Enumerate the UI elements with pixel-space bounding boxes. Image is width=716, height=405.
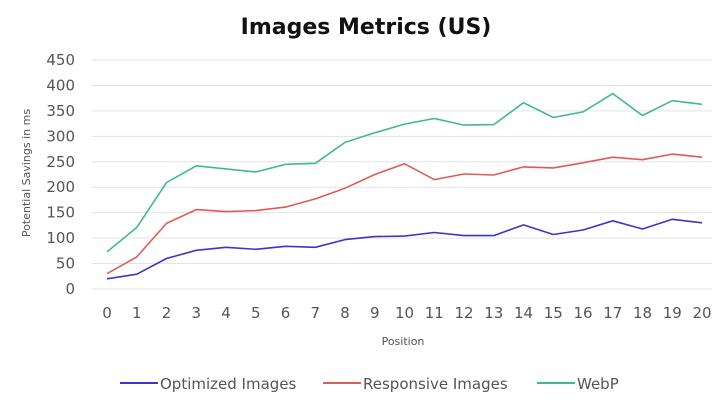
x-tick-label: 12 <box>454 304 473 322</box>
series-line-optimized-images <box>106 218 703 280</box>
x-tick-label: 19 <box>663 304 682 322</box>
x-tick-label: 17 <box>603 304 622 322</box>
chart-title: Images Metrics (US) <box>241 15 492 40</box>
y-tick-labels: 0 50 100 150 200 250 300 350 400 450 <box>46 51 75 298</box>
gridlines <box>92 59 712 290</box>
x-tick-label: 18 <box>633 304 652 322</box>
x-tick-label: 3 <box>191 304 201 322</box>
x-tick-labels: 0 1 2 3 4 5 6 7 8 9 10 11 12 13 14 15 16 17 18 19 20 <box>102 304 711 322</box>
x-tick-label: 1 <box>132 304 142 322</box>
series-lines <box>106 92 703 280</box>
x-tick-label: 11 <box>425 304 444 322</box>
y-tick-label: 50 <box>56 255 75 273</box>
x-tick-label: 9 <box>370 304 380 322</box>
legend-label: WebP <box>577 375 619 393</box>
x-tick-label: 0 <box>102 304 112 322</box>
y-tick-label: 300 <box>46 127 75 145</box>
y-tick-label: 0 <box>65 280 75 298</box>
x-tick-label: 15 <box>544 304 563 322</box>
y-tick-label: 150 <box>46 204 75 222</box>
legend-label: Optimized Images <box>160 375 297 393</box>
series-line-responsive-images <box>106 153 703 275</box>
x-axis-label: Position <box>382 335 425 348</box>
x-tick-label: 16 <box>573 304 592 322</box>
legend: Optimized Images Responsive Images WebP <box>120 375 619 393</box>
x-tick-label: 2 <box>162 304 172 322</box>
series-line-webp <box>106 92 703 253</box>
x-tick-label: 14 <box>514 304 533 322</box>
x-tick-label: 13 <box>484 304 503 322</box>
y-axis-label: Potential Savings in ms <box>20 109 33 237</box>
y-tick-label: 250 <box>46 153 75 171</box>
x-tick-label: 20 <box>692 304 711 322</box>
y-tick-label: 200 <box>46 178 75 196</box>
x-tick-label: 7 <box>310 304 320 322</box>
y-tick-label: 350 <box>46 102 75 120</box>
x-tick-label: 10 <box>395 304 414 322</box>
x-tick-label: 5 <box>251 304 261 322</box>
y-tick-label: 450 <box>46 51 75 69</box>
y-tick-label: 100 <box>46 229 75 247</box>
x-tick-label: 8 <box>340 304 350 322</box>
x-tick-label: 4 <box>221 304 231 322</box>
legend-label: Responsive Images <box>363 375 508 393</box>
y-tick-label: 400 <box>46 76 75 94</box>
x-tick-label: 6 <box>281 304 291 322</box>
